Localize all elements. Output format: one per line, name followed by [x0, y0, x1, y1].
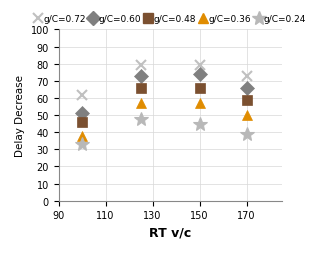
Legend: g/C=0.72, g/C=0.60, g/C=0.48, g/C=0.36, g/C=0.24: g/C=0.72, g/C=0.60, g/C=0.48, g/C=0.36, …: [34, 15, 306, 24]
Y-axis label: Delay Decrease: Delay Decrease: [15, 75, 25, 156]
X-axis label: RT v/c: RT v/c: [149, 226, 191, 239]
